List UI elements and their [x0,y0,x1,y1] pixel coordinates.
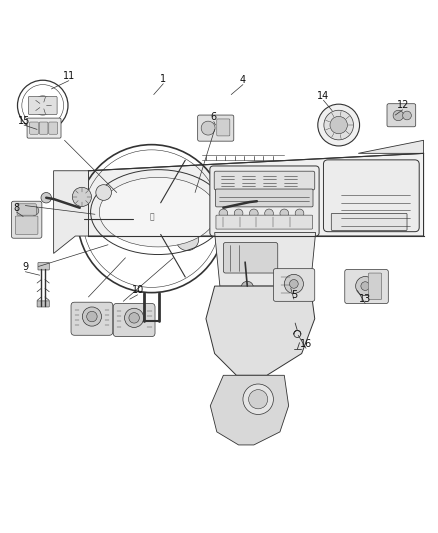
Circle shape [176,187,199,209]
Text: 1: 1 [160,75,166,84]
Circle shape [284,274,304,294]
FancyBboxPatch shape [27,118,61,138]
FancyBboxPatch shape [223,243,278,273]
FancyBboxPatch shape [387,104,416,127]
Text: 5: 5 [291,290,297,300]
FancyBboxPatch shape [198,115,234,141]
Circle shape [125,192,178,245]
Text: 🔱: 🔱 [149,212,154,221]
Text: 8: 8 [14,203,20,213]
Circle shape [201,121,215,135]
Text: 13: 13 [359,294,371,304]
Text: 12: 12 [396,100,409,110]
Circle shape [82,307,102,326]
Circle shape [243,384,273,415]
Circle shape [219,209,228,218]
Circle shape [393,110,403,120]
Circle shape [252,196,262,206]
Circle shape [41,192,51,203]
Polygon shape [53,171,88,254]
Text: 16: 16 [300,339,312,349]
FancyBboxPatch shape [38,263,49,270]
FancyBboxPatch shape [17,204,36,215]
FancyBboxPatch shape [137,186,166,201]
Circle shape [265,209,273,218]
Circle shape [234,209,243,218]
Polygon shape [88,154,424,236]
FancyBboxPatch shape [11,201,42,238]
Text: 9: 9 [22,262,28,272]
FancyBboxPatch shape [214,171,315,190]
Text: 11: 11 [63,71,75,82]
Circle shape [87,311,97,322]
Circle shape [30,206,39,215]
FancyBboxPatch shape [37,301,49,307]
Text: 15: 15 [18,116,30,126]
Circle shape [403,111,411,120]
Polygon shape [210,375,289,445]
FancyBboxPatch shape [273,269,315,301]
FancyBboxPatch shape [28,96,57,115]
Circle shape [295,209,304,218]
Circle shape [96,184,112,200]
Text: 10: 10 [131,286,144,295]
FancyBboxPatch shape [49,122,57,134]
Circle shape [318,104,360,146]
Circle shape [129,313,139,323]
Ellipse shape [99,177,217,247]
Circle shape [134,201,169,236]
FancyBboxPatch shape [368,273,382,300]
Circle shape [33,96,52,115]
FancyBboxPatch shape [15,216,38,235]
Circle shape [250,209,258,218]
Circle shape [124,308,144,327]
Circle shape [290,279,298,288]
FancyBboxPatch shape [71,302,113,335]
Circle shape [72,187,92,206]
Circle shape [241,281,253,294]
Circle shape [176,228,199,251]
FancyBboxPatch shape [216,215,313,229]
FancyBboxPatch shape [345,270,389,303]
Circle shape [356,277,375,296]
FancyBboxPatch shape [210,166,319,236]
Polygon shape [215,232,316,286]
FancyBboxPatch shape [113,303,155,336]
Text: 14: 14 [317,91,329,101]
FancyBboxPatch shape [323,160,419,232]
Circle shape [324,110,353,140]
FancyBboxPatch shape [30,122,39,134]
Circle shape [249,390,268,409]
Polygon shape [206,286,315,375]
Text: 4: 4 [240,75,246,85]
FancyBboxPatch shape [215,189,313,207]
Polygon shape [358,140,424,154]
Text: 6: 6 [211,112,217,122]
Circle shape [280,209,289,218]
Circle shape [330,116,347,134]
FancyBboxPatch shape [39,122,48,134]
Circle shape [361,282,370,290]
FancyBboxPatch shape [126,183,177,203]
FancyBboxPatch shape [331,213,407,230]
FancyBboxPatch shape [217,119,230,136]
